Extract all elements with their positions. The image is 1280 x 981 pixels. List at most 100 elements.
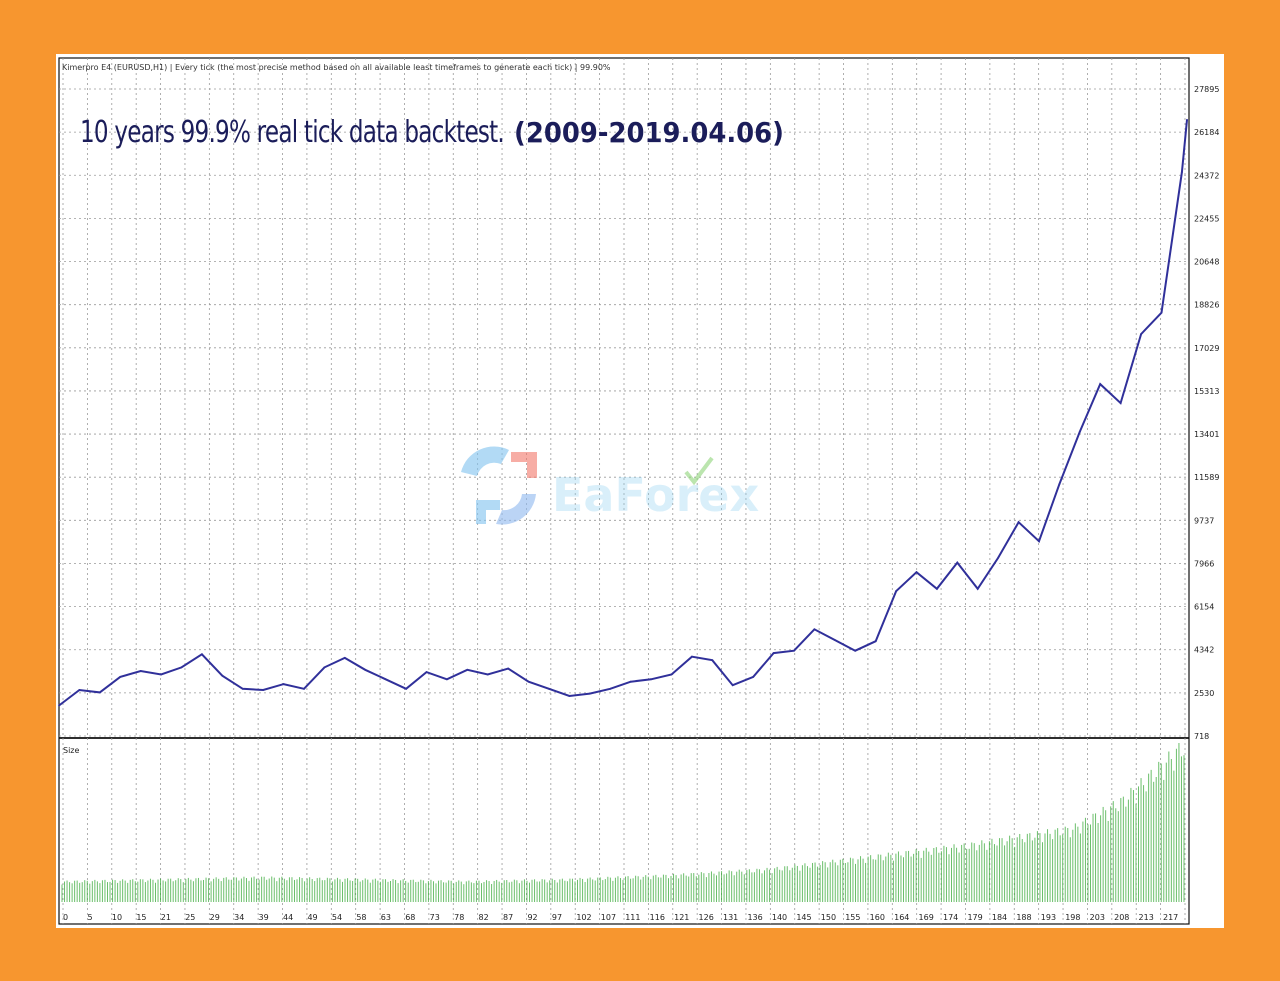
chart-canvas: Kimerpro E4 (EURUSD,H1) | Every tick (th…	[58, 57, 1219, 925]
balance-point	[629, 680, 632, 683]
balance-point	[323, 666, 326, 669]
y-tick-label: 11589	[1194, 473, 1219, 482]
balance-point	[180, 666, 183, 669]
balance-point	[793, 649, 795, 652]
y-tick-label: 7966	[1194, 559, 1214, 568]
balance-point	[527, 680, 530, 683]
grid	[59, 58, 1189, 924]
balance-point	[160, 673, 162, 676]
balance-point	[650, 678, 652, 681]
x-tick-label: 131	[723, 913, 738, 922]
balance-point	[670, 673, 673, 676]
watermark-text: EaForex	[552, 468, 759, 522]
x-tick-label: 58	[356, 913, 366, 922]
balance-point	[262, 689, 265, 691]
balance-point	[691, 655, 693, 658]
x-tick-label: 208	[1114, 913, 1129, 922]
balance-point	[895, 590, 897, 593]
balance-point	[752, 676, 755, 678]
balance-point	[588, 692, 591, 695]
x-tick-label: 174	[943, 913, 958, 922]
x-tick-label: 198	[1065, 913, 1080, 922]
balance-point	[1058, 483, 1061, 485]
y-tick-label: 6154	[1194, 603, 1214, 612]
balance-point	[936, 587, 938, 590]
balance-point	[221, 674, 224, 677]
x-tick-label: 87	[503, 913, 513, 922]
x-tick-label: 34	[234, 913, 244, 922]
x-axis-ticks: 0 5 10 15 21 25 29 34 39 44 49 54 58 63 68 73 78 82 87 92 97…	[63, 913, 1178, 922]
balance-point	[711, 659, 714, 662]
x-tick-label: 68	[405, 913, 415, 922]
balance-point	[446, 678, 448, 681]
y-tick-label: 22455	[1194, 214, 1219, 223]
balance-point	[507, 667, 510, 670]
balance-point	[1119, 402, 1122, 405]
y-tick-label: 4342	[1194, 646, 1214, 655]
chart-header-text: Kimerpro E4 (EURUSD,H1) | Every tick (th…	[62, 63, 611, 72]
y-axis-ticks: 27895 26184 24372 22455 20648 18826 17029 15313…	[1194, 85, 1219, 741]
balance-point	[854, 649, 857, 652]
y-tick-label: 9737	[1194, 516, 1214, 525]
balance-point	[1017, 521, 1020, 524]
watermark-check-icon	[684, 456, 714, 486]
x-tick-label: 49	[307, 913, 317, 922]
x-tick-label: 145	[796, 913, 811, 922]
balance-point	[405, 687, 407, 690]
x-tick-label: 116	[650, 913, 665, 922]
balance-point	[813, 628, 816, 631]
x-tick-label: 184	[992, 913, 1007, 922]
x-tick-label: 136	[747, 913, 762, 922]
x-tick-label: 188	[1016, 913, 1031, 922]
balance-point	[425, 671, 428, 674]
x-tick-label: 82	[479, 913, 489, 922]
balance-point	[568, 695, 571, 697]
balance-point	[731, 684, 734, 687]
balance-point	[119, 676, 122, 678]
balance-point	[241, 687, 244, 690]
eaforex-logo-icon	[461, 446, 537, 525]
x-tick-label: 44	[283, 913, 293, 922]
y-tick-label: 718	[1194, 732, 1209, 741]
y-tick-label: 15313	[1194, 387, 1219, 396]
x-tick-label: 179	[967, 913, 982, 922]
balance-point	[1099, 383, 1102, 385]
balance-point	[609, 687, 612, 690]
chart-frame: Kimerpro E4 (EURUSD,H1) | Every tick (th…	[56, 54, 1224, 928]
balance-point	[282, 683, 285, 685]
size-bars	[61, 742, 1185, 902]
x-tick-label: 217	[1163, 913, 1178, 922]
x-tick-label: 203	[1090, 913, 1105, 922]
balance-point	[486, 673, 489, 676]
balance-point	[343, 656, 346, 659]
x-tick-label: 102	[576, 913, 591, 922]
x-tick-label: 213	[1139, 913, 1154, 922]
balance-point	[139, 670, 142, 672]
balance-point	[1078, 430, 1081, 433]
x-tick-label: 25	[185, 913, 195, 922]
balance-point	[466, 668, 469, 671]
balance-point	[1160, 311, 1163, 314]
balance-point	[364, 668, 367, 671]
balance-point	[956, 561, 959, 564]
balance-point	[874, 640, 877, 643]
x-tick-label: 97	[552, 913, 562, 922]
balance-point	[98, 691, 101, 694]
balance-point	[1140, 333, 1142, 335]
x-tick-label: 111	[625, 913, 640, 922]
watermark: EaForex	[461, 446, 759, 525]
x-tick-label: 126	[699, 913, 714, 922]
x-tick-label: 39	[259, 913, 269, 922]
x-tick-label: 78	[454, 913, 464, 922]
balance-point	[1180, 171, 1183, 174]
y-tick-label: 13401	[1194, 430, 1219, 439]
x-tick-label: 164	[894, 913, 909, 922]
x-tick-label: 107	[601, 913, 616, 922]
balance-point	[1186, 118, 1188, 121]
x-tick-label: 155	[845, 913, 860, 922]
balance-point	[303, 687, 305, 690]
y-tick-label: 2530	[1194, 689, 1214, 698]
x-tick-label: 169	[919, 913, 934, 922]
balance-point	[384, 678, 387, 681]
x-tick-label: 54	[332, 913, 342, 922]
